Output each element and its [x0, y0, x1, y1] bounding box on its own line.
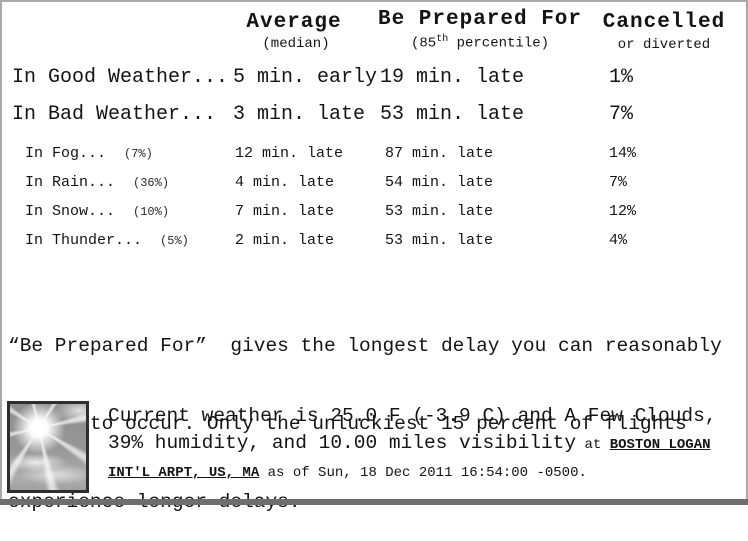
- average-value: 2 min. late: [235, 232, 335, 249]
- percentile-prefix: (85: [410, 35, 437, 52]
- current-weather-summary: Current weather is 25.0 F (-3.9 C) and A…: [108, 403, 744, 484]
- weather-at-text: at: [576, 437, 610, 453]
- weather-humidity-visibility: 39% humidity, and 10.00 miles visibility: [108, 432, 577, 454]
- table-row-good-weather: In Good Weather... 5 min. early 19 min. …: [0, 66, 748, 89]
- average-value: 4 min. late: [235, 174, 335, 191]
- weather-line-1: Current weather is 25.0 F (-3.9 C) and A…: [108, 405, 717, 427]
- weather-line-3: INT'L ARPT, US, MA as of Sun, 18 Dec 201…: [108, 462, 744, 484]
- table-row-thunder: In Thunder... (5%) 2 min. late 53 min. l…: [0, 232, 748, 249]
- table-row-fog: In Fog... (7%) 12 min. late 87 min. late…: [0, 145, 748, 162]
- column-subheader-85th-percentile: (85th percentile): [411, 34, 549, 52]
- be-prepared-value: 53 min. late: [385, 232, 494, 249]
- average-value: 3 min. late: [233, 103, 366, 126]
- average-value: 5 min. early: [233, 66, 378, 89]
- cancelled-value: 4%: [609, 232, 628, 249]
- weather-line-2: 39% humidity, and 10.00 miles visibility…: [108, 430, 744, 459]
- column-subheader-median: (median): [262, 36, 330, 52]
- cancelled-value: 1%: [609, 66, 634, 89]
- row-label: In Fog...: [25, 145, 107, 162]
- note-line-1: “Be Prepared For” gives the longest dela…: [8, 335, 722, 357]
- average-value: 7 min. late: [235, 203, 335, 220]
- be-prepared-value: 53 min. late: [385, 203, 494, 220]
- cancelled-value: 14%: [609, 145, 637, 162]
- be-prepared-value: 53 min. late: [380, 103, 525, 126]
- condition-share: (10%): [133, 205, 170, 219]
- percentile-superscript: th: [436, 34, 449, 45]
- be-prepared-value: 87 min. late: [385, 145, 494, 162]
- condition-share: (7%): [124, 147, 153, 161]
- row-label: In Thunder...: [25, 232, 143, 249]
- condition-share: (36%): [133, 176, 170, 190]
- note-line-2: expect to occur. Only the unluckiest 15 …: [8, 413, 687, 435]
- table-row-rain: In Rain... (36%) 4 min. late 54 min. lat…: [0, 174, 748, 191]
- cancelled-value: 7%: [609, 103, 634, 126]
- row-label: In Bad Weather...: [12, 103, 217, 126]
- average-value: 12 min. late: [235, 145, 344, 162]
- percentile-suffix: percentile): [448, 35, 550, 52]
- cancelled-value: 7%: [609, 174, 628, 191]
- table-row-bad-weather: In Bad Weather... 3 min. late 53 min. la…: [0, 103, 748, 126]
- airport-link-part-2[interactable]: INT'L ARPT, US, MA: [108, 465, 260, 481]
- table-row-snow: In Snow... (10%) 7 min. late 53 min. lat…: [0, 203, 748, 220]
- row-label: In Snow...: [25, 203, 116, 220]
- bottom-bar: [0, 499, 748, 505]
- be-prepared-value: 54 min. late: [385, 174, 494, 191]
- column-header-cancelled: Cancelled: [602, 11, 726, 34]
- be-prepared-value: 19 min. late: [380, 66, 525, 89]
- cancelled-value: 12%: [609, 203, 637, 220]
- column-subheader-or-diverted: or diverted: [617, 37, 711, 53]
- condition-share: (5%): [160, 234, 189, 248]
- row-label: In Good Weather...: [12, 66, 229, 89]
- weather-photo-sun-clouds: [7, 401, 89, 493]
- airport-link-part-1[interactable]: BOSTON LOGAN: [609, 437, 711, 453]
- weather-timestamp: as of Sun, 18 Dec 2011 16:54:00 -0500.: [259, 465, 587, 481]
- column-header-average: Average: [246, 11, 342, 34]
- row-label: In Rain...: [25, 174, 116, 191]
- column-header-be-prepared-for: Be Prepared For: [377, 8, 583, 31]
